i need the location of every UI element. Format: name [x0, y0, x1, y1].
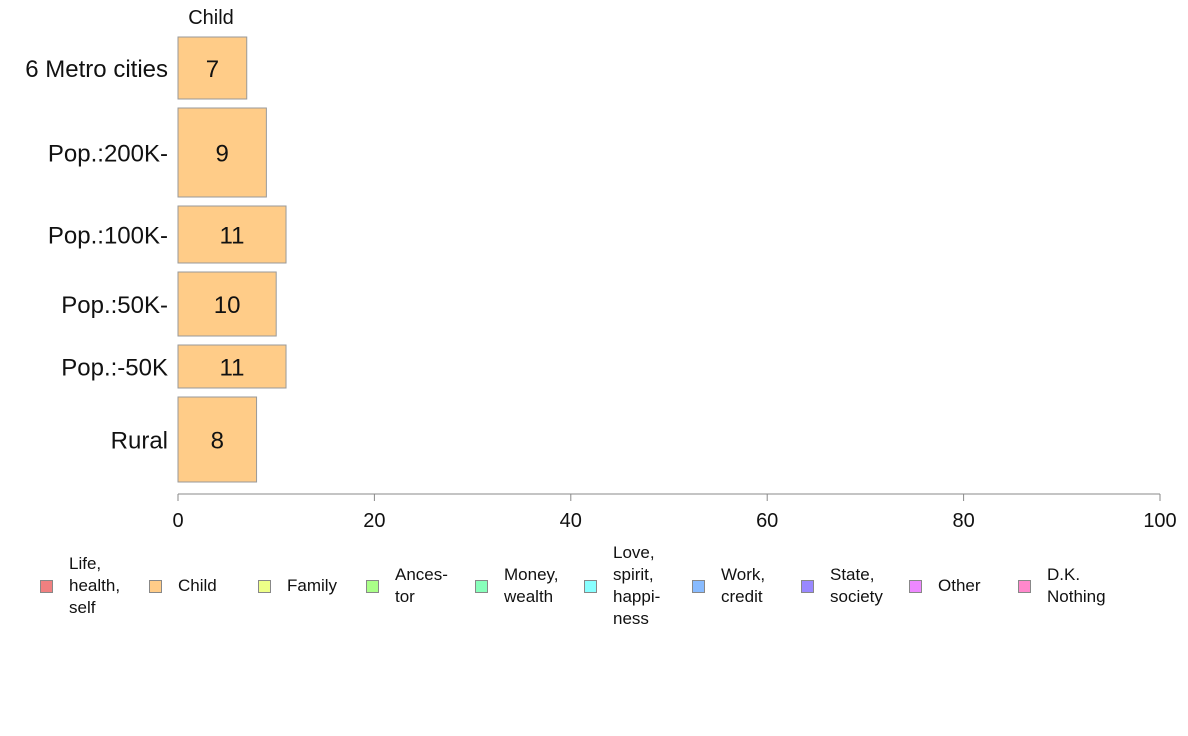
legend-swatch	[366, 579, 379, 593]
legend-item: Work, credit	[692, 540, 765, 632]
legend-swatch	[909, 579, 922, 593]
bar-value-label: 11	[220, 223, 245, 250]
legend-swatch	[584, 579, 597, 593]
category-label: Pop.:100K-	[48, 223, 168, 250]
legend-item: D.K. Nothing	[1018, 540, 1106, 632]
bar-value-label: 11	[220, 355, 245, 382]
legend-label: Money, wealth	[504, 565, 559, 606]
bar-child-1	[177, 107, 267, 198]
category-labels: 6 Metro cities Pop.:200K- Pop.:100K- Pop.:5…	[25, 56, 168, 455]
legend-item: Money, wealth	[475, 540, 559, 632]
legend-swatch	[40, 579, 53, 593]
legend-item: Life, health, self	[40, 540, 120, 632]
bar-child-2	[177, 205, 287, 264]
series-top-label: Child	[188, 7, 234, 29]
category-label: Pop.:50K-	[61, 292, 168, 319]
category-label: Rural	[111, 428, 168, 455]
legend-label: Life, health, self	[69, 554, 121, 617]
bar-child-5	[177, 396, 258, 483]
bar-child-3	[177, 271, 277, 337]
bar-child-0	[177, 36, 248, 100]
legend-swatch	[258, 579, 271, 593]
bar-value-label: 10	[214, 292, 241, 319]
bar-value-label: 8	[211, 428, 224, 455]
x-tick-label: 100	[1143, 510, 1176, 532]
legend-item: Love, spirit, happi- ness	[584, 540, 660, 632]
legend-swatch	[475, 579, 488, 593]
category-label: Pop.:-50K	[61, 355, 168, 382]
category-label: 6 Metro cities	[25, 56, 168, 83]
legend-label: Work, credit	[721, 565, 766, 606]
legend-label: Other	[938, 576, 981, 595]
legend-swatch	[149, 579, 162, 593]
legend-label: Child	[178, 576, 217, 595]
category-label: Pop.:200K-	[48, 141, 168, 168]
x-axis: 0 20 40 60 80 100	[172, 493, 1177, 532]
x-tick-label: 40	[560, 510, 582, 532]
legend-item: Child	[149, 540, 217, 632]
bar-value-label: 7	[206, 56, 219, 83]
legend-label: State, society	[830, 565, 883, 606]
x-tick-label: 80	[952, 510, 974, 532]
legend-item: State, society	[801, 540, 883, 632]
legend-swatch	[692, 579, 705, 593]
legend-swatch	[801, 579, 814, 593]
x-tick-label: 60	[756, 510, 778, 532]
legend-label: Family	[287, 576, 338, 595]
legend-item: Ances- tor	[366, 540, 448, 632]
bar-value-label: 9	[216, 141, 229, 168]
legend: Life, health, self Child Family Ances- tor M…	[0, 540, 1188, 640]
legend-item: Other	[909, 540, 981, 632]
legend-label: Love, spirit, happi- ness	[613, 543, 661, 628]
legend-item: Family	[258, 540, 337, 632]
x-tick-label: 20	[363, 510, 385, 532]
bars-group: 7 9 11 10 11 8	[177, 36, 287, 483]
bar-child-4	[177, 344, 287, 389]
chart: 7 9 11 10 11 8 6 Metro cities Pop.:200K- Pop.:1…	[25, 7, 1177, 532]
legend-label: Ances- tor	[395, 565, 448, 606]
legend-swatch	[1018, 579, 1031, 593]
legend-label: D.K. Nothing	[1047, 565, 1106, 606]
x-tick-label: 0	[172, 510, 183, 532]
